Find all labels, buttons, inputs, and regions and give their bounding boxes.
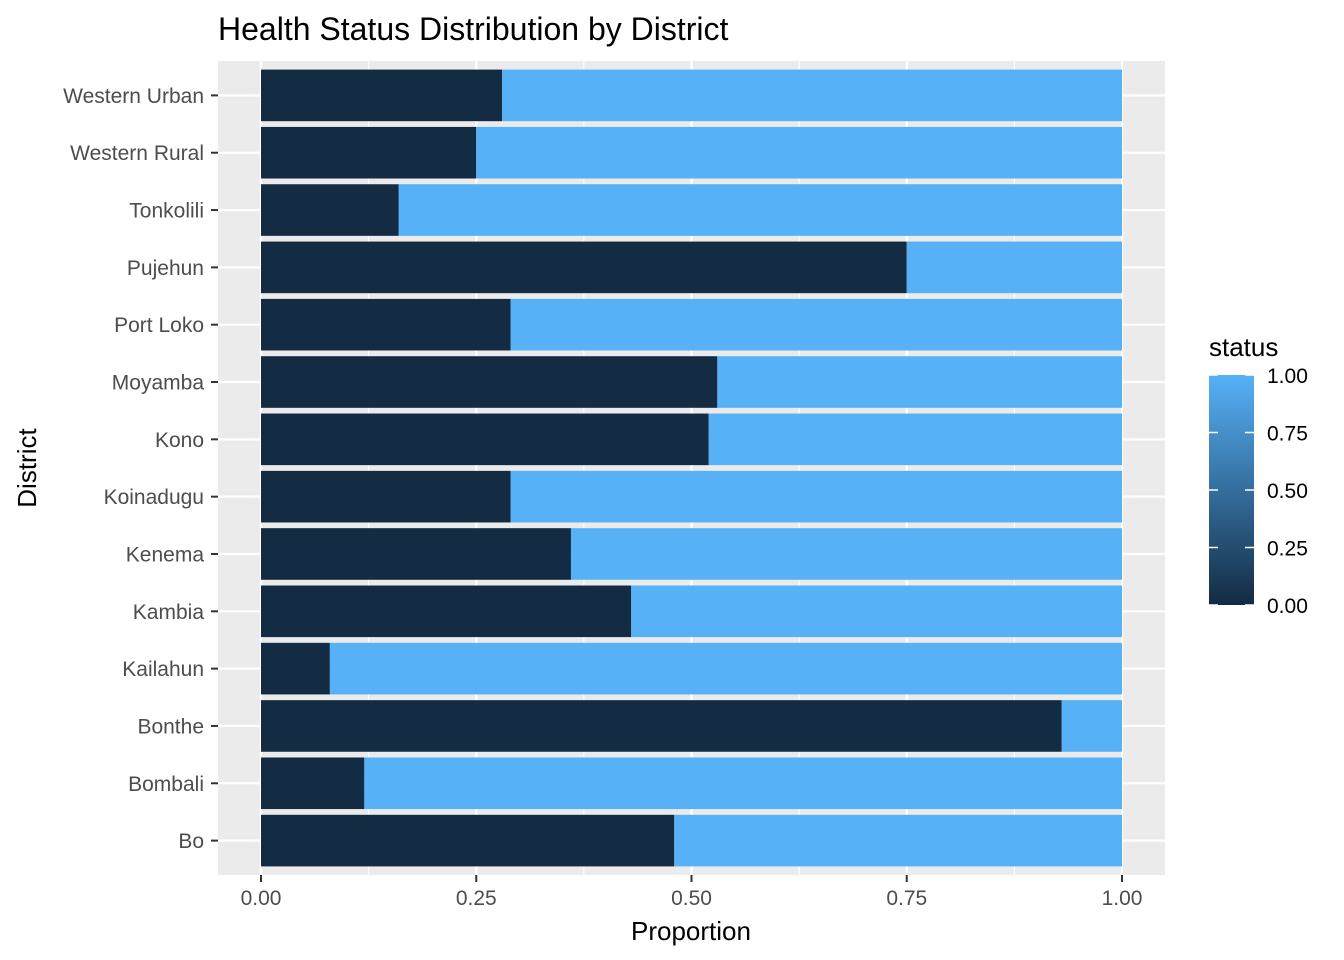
y-tick-label: Kambia [133, 601, 205, 624]
y-tick-label: Moyamba [112, 372, 205, 395]
bar-bo-status-0 [261, 814, 675, 867]
y-tick-label: Kailahun [122, 658, 204, 681]
legend-label: 0.25 [1267, 538, 1308, 561]
bar-moyamba-status-0 [261, 356, 718, 408]
bar-kambia-status-1 [631, 585, 1122, 638]
x-tick-label: 1.00 [1102, 887, 1143, 910]
bar-western-rural-status-0 [261, 126, 477, 179]
bar-pujehun-status-1 [906, 241, 1122, 294]
bar-tonkolili-status-0 [261, 184, 399, 236]
bar-western-rural-status-1 [476, 126, 1122, 179]
bar-kenema-status-1 [570, 528, 1122, 580]
legend-title: status [1209, 332, 1278, 362]
y-tick-label: Tonkolili [129, 200, 204, 223]
y-tick-label: Western Rural [70, 142, 204, 165]
bar-bo-status-1 [674, 814, 1122, 867]
x-tick-label: 0.75 [886, 887, 927, 910]
legend-label: 0.75 [1267, 423, 1308, 446]
y-tick-label: Kono [155, 429, 204, 452]
x-axis-title: Proportion [631, 916, 751, 946]
chart-title: Health Status Distribution by District [218, 11, 729, 47]
bar-bombali-status-0 [261, 757, 365, 810]
bar-port-loko-status-1 [510, 298, 1122, 351]
legend: status 0.00 0.25 0.50 0.75 1.00 [1209, 332, 1308, 618]
bar-kailahun-status-1 [329, 642, 1122, 695]
legend-ticks: 0.00 0.25 0.50 0.75 1.00 [1209, 365, 1308, 618]
y-tick-label: Pujehun [127, 257, 204, 280]
legend-label: 0.50 [1267, 480, 1308, 503]
y-tick-label: Port Loko [114, 314, 204, 337]
bar-kambia-status-0 [261, 585, 632, 638]
bar-bombali-status-1 [364, 757, 1122, 810]
bar-kono-status-0 [261, 413, 709, 466]
bar-bonthe-status-1 [1061, 700, 1122, 752]
bar-port-loko-status-0 [261, 298, 511, 351]
legend-label: 0.00 [1267, 595, 1308, 618]
bar-pujehun-status-0 [261, 241, 907, 294]
x-tick-label: 0.50 [671, 887, 712, 910]
x-axis: 0.00 0.25 0.50 0.75 1.00 [241, 875, 1143, 910]
x-tick-label: 0.00 [241, 887, 282, 910]
y-tick-label: Western Urban [63, 85, 204, 108]
x-tick-label: 0.25 [456, 887, 497, 910]
bar-moyamba-status-1 [717, 356, 1122, 408]
y-axis-title: District [12, 428, 42, 508]
bars [261, 69, 1123, 867]
bar-western-urban-status-0 [261, 69, 503, 122]
bar-bonthe-status-0 [261, 700, 1062, 752]
y-tick-label: Bonthe [137, 715, 204, 738]
bar-koinadugu-status-0 [261, 470, 511, 523]
bar-kono-status-1 [708, 413, 1122, 466]
y-tick-label: Kenema [126, 543, 205, 566]
y-tick-label: Bo [178, 830, 204, 853]
bar-kenema-status-0 [261, 528, 571, 580]
y-tick-label: Bombali [128, 773, 204, 796]
bar-koinadugu-status-1 [510, 470, 1122, 523]
bar-tonkolili-status-1 [398, 184, 1122, 236]
y-axis: Bo Bombali Bonthe Kailahun Kambia Kenema Koina… [63, 85, 218, 853]
bar-western-urban-status-1 [502, 69, 1123, 122]
bar-kailahun-status-0 [261, 642, 330, 695]
y-tick-label: Koinadugu [104, 486, 204, 509]
legend-label: 1.00 [1267, 365, 1308, 388]
